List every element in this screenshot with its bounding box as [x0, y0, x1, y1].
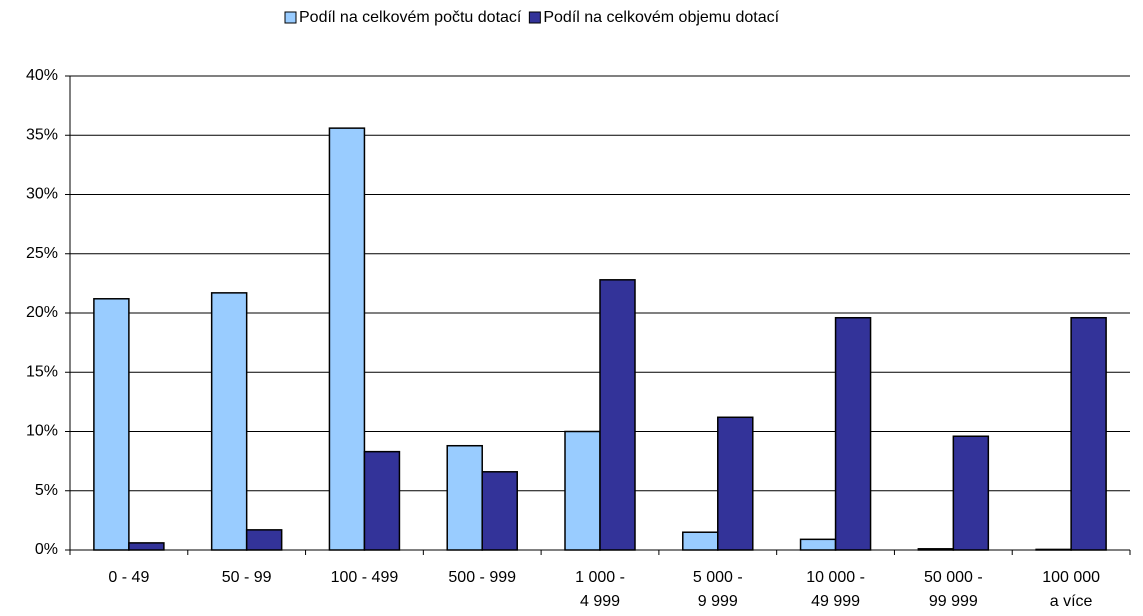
y-tick-label: 40%	[26, 67, 58, 84]
x-tick-label: 100 000	[1042, 569, 1100, 586]
x-tick-label: 1 000 -	[575, 569, 625, 586]
bar	[446, 444, 483, 551]
x-tick-label: 4 999	[580, 593, 620, 610]
legend-label: Podíl na celkovém objemu dotací	[543, 9, 779, 26]
y-tick-label: 35%	[26, 126, 58, 143]
bar	[599, 279, 636, 551]
bar	[834, 316, 872, 551]
y-tick-label: 15%	[26, 363, 58, 380]
x-tick-label: 49 999	[811, 593, 860, 610]
bar	[210, 292, 248, 551]
x-tick-label: 9 999	[698, 593, 738, 610]
bar	[328, 127, 366, 551]
y-tick-label: 5%	[35, 482, 58, 499]
x-tick-label: 5 000 -	[693, 569, 743, 586]
y-tick-label: 10%	[26, 423, 58, 440]
legend-label: Podíl na celkovém počtu dotací	[299, 9, 522, 26]
x-tick-label: 10 000 -	[806, 569, 865, 586]
x-tick-label: 0 - 49	[108, 569, 149, 586]
y-tick-label: 20%	[26, 304, 58, 321]
x-tick-label: 50 000 -	[924, 569, 983, 586]
y-tick-label: 25%	[26, 245, 58, 262]
bar	[952, 435, 990, 551]
bar	[245, 529, 283, 551]
y-tick-label: 0%	[35, 541, 58, 558]
bar	[481, 471, 518, 551]
x-tick-label: 100 - 499	[331, 569, 399, 586]
bar	[128, 542, 165, 551]
x-tick-label: 50 - 99	[222, 569, 272, 586]
bar	[682, 531, 719, 551]
x-tick-label: 99 999	[929, 593, 978, 610]
legend-swatch	[284, 11, 297, 24]
bar	[799, 538, 837, 551]
bar	[1070, 316, 1107, 551]
bar	[363, 450, 401, 551]
bar	[93, 298, 130, 551]
x-tick-label: 500 - 999	[448, 569, 516, 586]
bar	[564, 430, 601, 551]
x-tick-label: a více	[1050, 593, 1093, 610]
legend-swatch	[528, 11, 541, 24]
bar	[717, 416, 754, 551]
y-tick-label: 30%	[26, 186, 58, 203]
